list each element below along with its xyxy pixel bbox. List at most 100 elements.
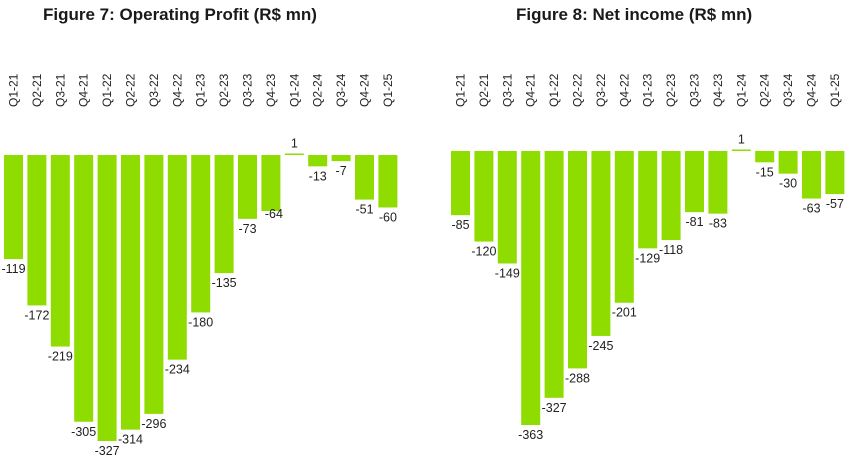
data-label: -363 [518,428,543,442]
bar [497,151,517,264]
bar [50,155,70,347]
bar [778,151,798,174]
x-tick-label: Q4-23 [264,73,278,107]
bar [214,155,234,274]
x-tick-label: Q3-23 [688,73,702,107]
bar [284,153,304,155]
data-label: -219 [48,350,73,364]
x-tick-label: Q1-21 [454,73,468,107]
data-label: -120 [471,245,496,259]
bar [521,151,541,425]
bar [755,151,775,163]
x-tick-label: Q2-22 [571,73,585,107]
data-label: -64 [265,207,283,221]
bar [4,155,23,260]
bar [568,151,587,369]
x-tick-label: Q3-21 [500,73,514,107]
bar [167,155,187,360]
x-tick-label: Q1-22 [547,73,561,107]
data-label: -327 [542,401,567,415]
data-label: -13 [309,169,327,183]
data-label: -60 [379,210,397,224]
bar [97,155,117,441]
bar [378,155,398,208]
x-tick-label: Q2-24 [311,73,325,107]
bar [27,155,47,306]
bar [614,151,634,303]
chart-title-net-income: Figure 8: Net income (R$ mn) [516,5,753,24]
bar [661,151,681,241]
data-label: -83 [709,217,727,231]
data-label: -57 [826,197,844,211]
data-label: -172 [24,308,49,322]
x-tick-label: Q3-24 [334,73,348,107]
x-tick-label: Q1-21 [7,73,21,107]
x-tick-label: Q3-21 [53,73,67,107]
bar [544,151,564,398]
bar [802,151,821,199]
x-tick-label: Q1-24 [287,73,301,107]
data-label: -327 [95,444,120,458]
data-label: -201 [612,306,637,320]
bar [825,151,845,195]
x-tick-label: Q2-21 [30,73,44,107]
data-label: -119 [1,262,25,276]
bar [74,155,94,422]
x-tick-label: Q3-22 [594,73,608,107]
data-label: -51 [355,203,373,217]
x-tick-label: Q1-25 [828,73,842,107]
x-tick-label: Q1-23 [194,73,208,107]
data-label: -73 [238,222,256,236]
data-label: -234 [165,363,190,377]
bar [144,155,164,414]
x-tick-label: Q4-22 [617,73,631,107]
data-label: -135 [212,276,237,290]
x-tick-label: Q3-22 [147,73,161,107]
data-label: -314 [118,433,143,447]
data-label: 1 [738,133,745,147]
x-tick-label: Q2-23 [664,73,678,107]
x-tick-label: Q2-21 [477,73,491,107]
bar [261,155,281,211]
x-tick-label: Q4-23 [711,73,725,107]
data-label: -81 [685,215,703,229]
x-tick-label: Q4-21 [77,73,91,107]
x-tick-label: Q4-21 [524,73,538,107]
data-label: -118 [659,243,683,257]
data-label: -7 [336,164,347,178]
data-label: -15 [756,165,774,179]
chart-title-operating-profit: Figure 7: Operating Profit (R$ mn) [43,5,317,24]
bar [638,151,658,249]
x-tick-label: Q2-24 [758,73,772,107]
x-tick-label: Q4-22 [170,73,184,107]
data-label: 1 [291,137,298,151]
bar [591,151,611,336]
bar [474,151,494,242]
x-tick-label: Q1-24 [734,73,748,107]
bar [355,155,374,200]
bar [191,155,211,313]
x-tick-label: Q3-24 [781,73,795,107]
bar [308,155,328,167]
data-label: -305 [71,425,96,439]
data-label: -149 [495,266,520,280]
bar [451,151,470,216]
net-income-chart: Q1-21 -85 Q2-21 -120 Q3-21 -149 Q4-21 -363 Q1-22… [451,73,845,442]
x-tick-label: Q2-22 [124,73,138,107]
data-label: -129 [635,251,660,265]
data-label: -180 [188,315,213,329]
x-tick-label: Q1-22 [100,73,114,107]
data-label: -63 [802,202,820,216]
bar [685,151,704,213]
operating-profit-chart: Q1-21 -119 Q2-21 -172 Q3-21 -219 Q4-21 -305 Q1-2… [1,73,398,458]
data-label: -245 [588,339,613,353]
bar [238,155,257,219]
data-label: -30 [779,177,797,191]
x-tick-label: Q1-23 [641,73,655,107]
bar [731,149,751,151]
data-label: -296 [141,417,166,431]
x-tick-label: Q4-24 [805,73,819,107]
x-tick-label: Q4-24 [358,73,372,107]
bar [708,151,728,214]
